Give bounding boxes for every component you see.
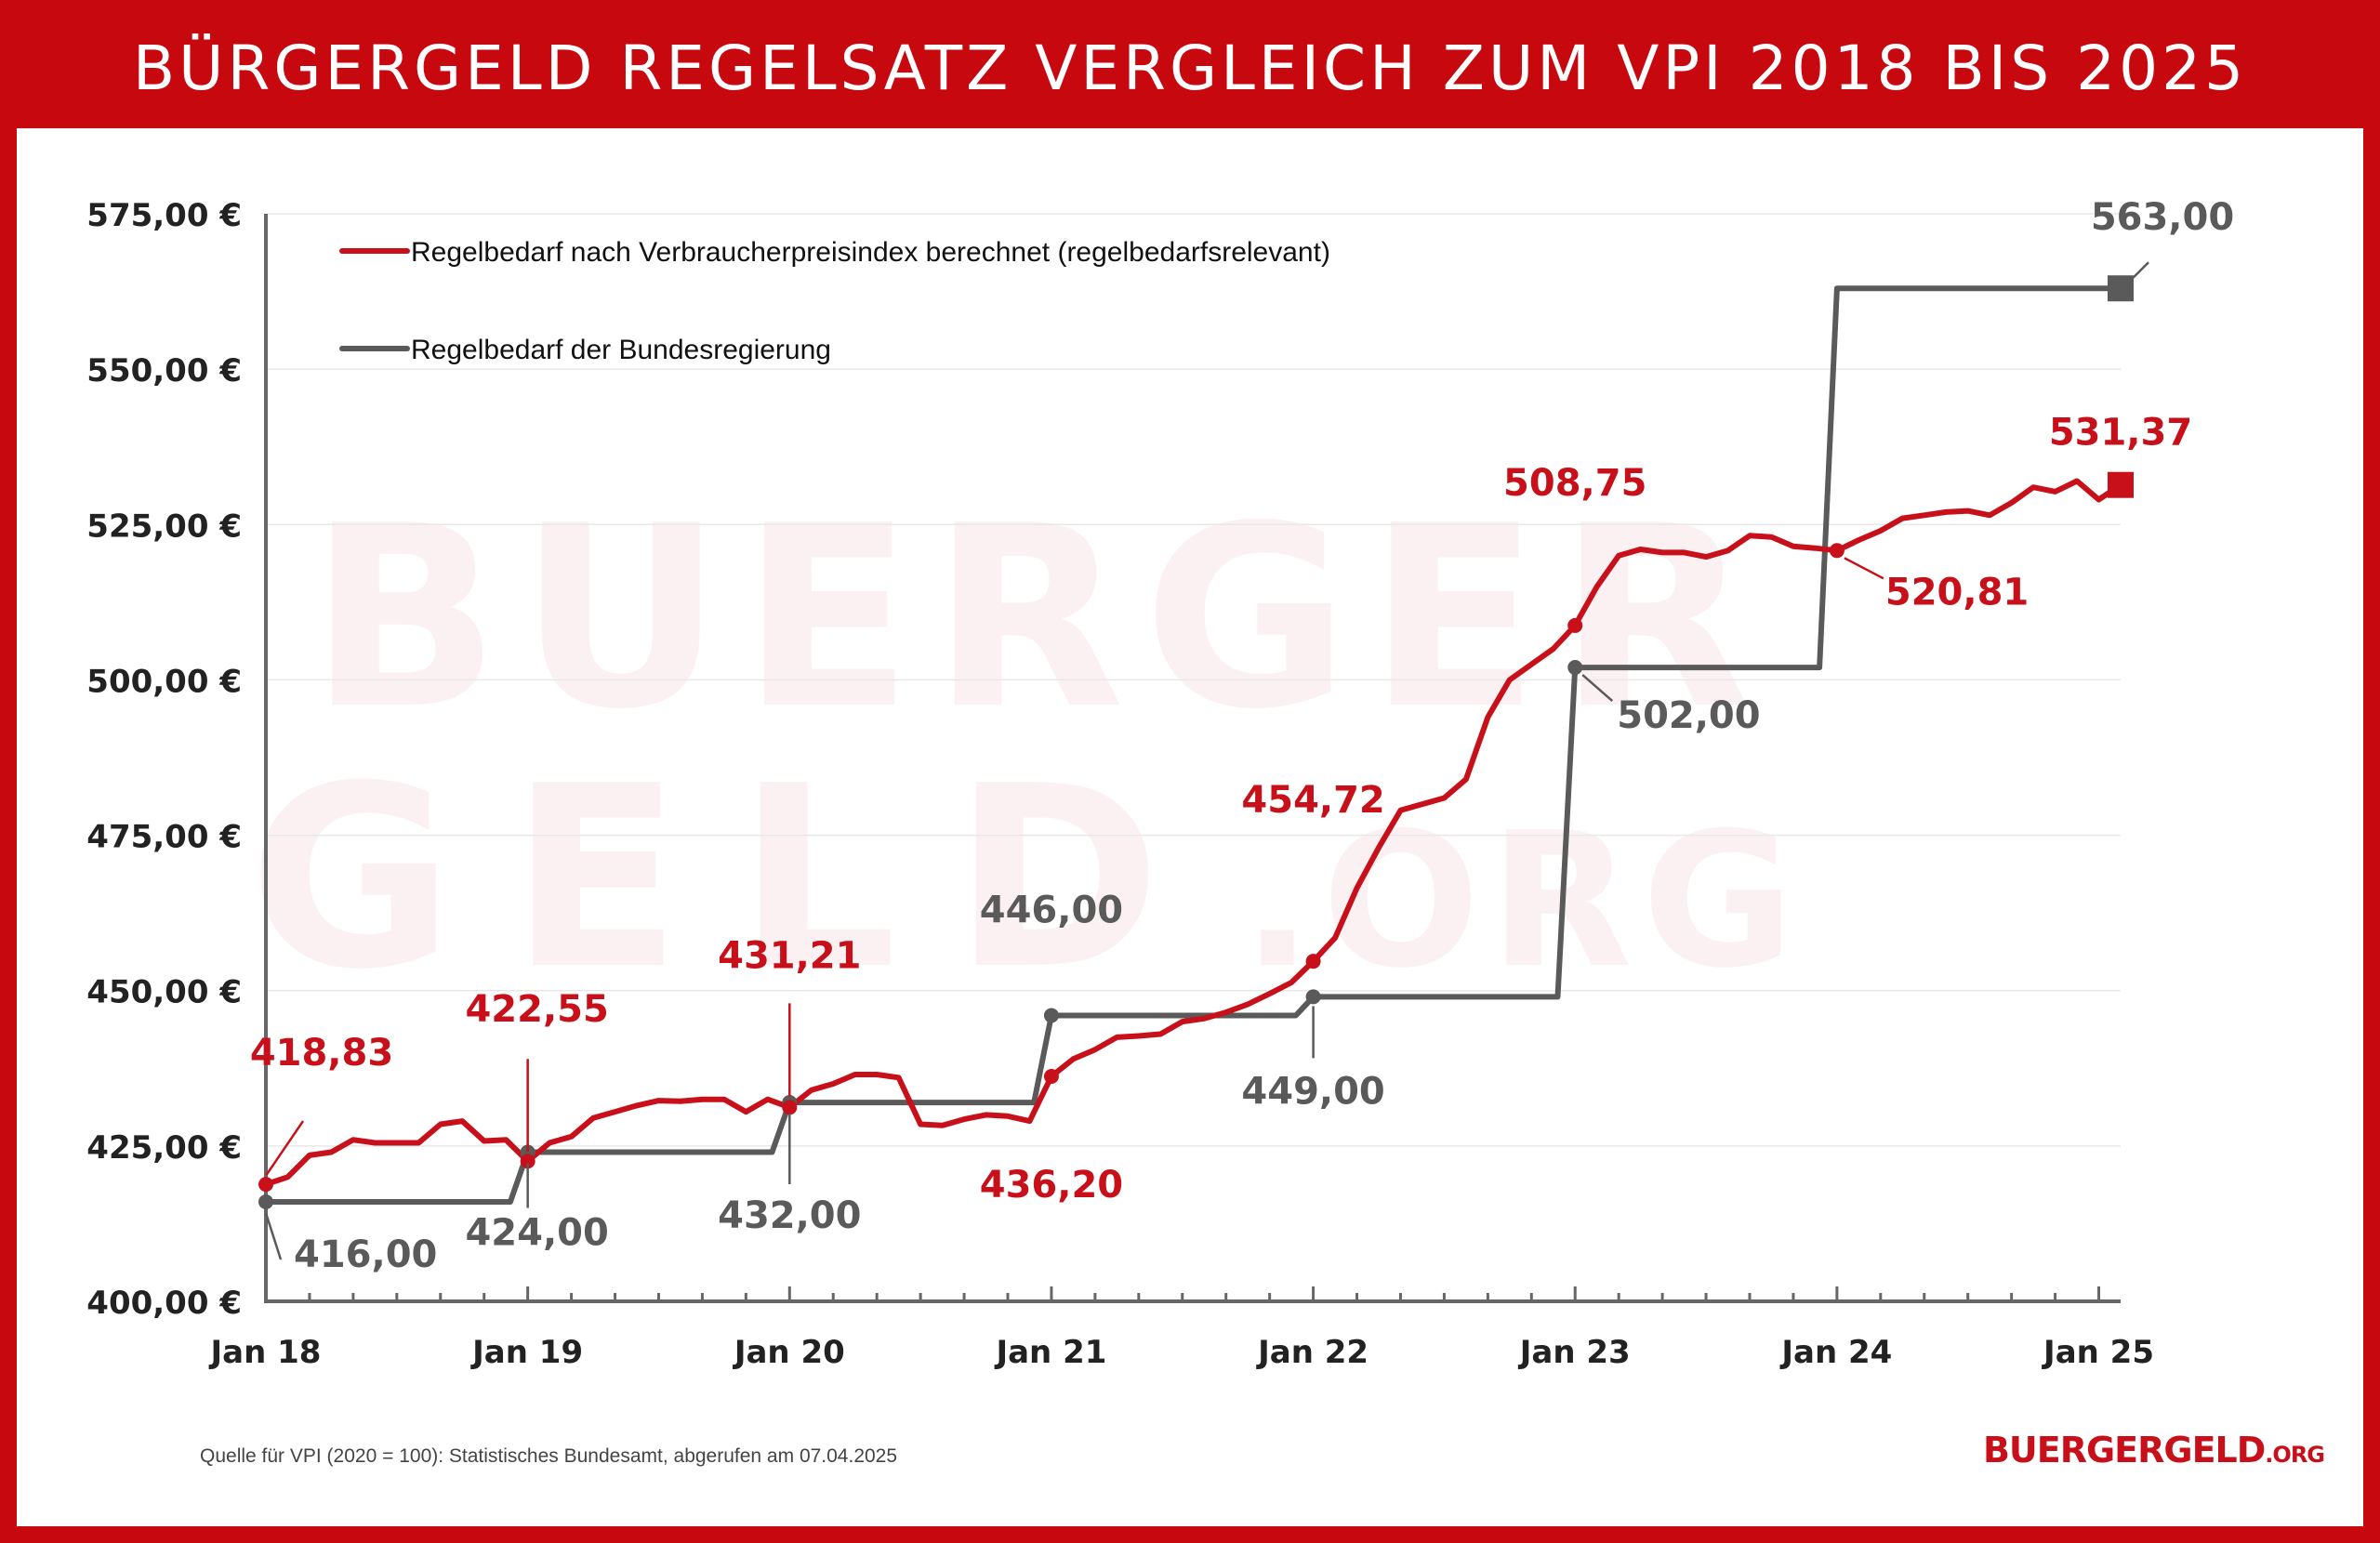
y-tick-label: 525,00 €: [86, 508, 242, 545]
y-tick-label: 400,00 €: [86, 1285, 242, 1322]
x-tick-label: Jan 21: [994, 1334, 1106, 1371]
y-tick-label: 450,00 €: [86, 974, 242, 1011]
vpi-data-label: 531,37: [2049, 412, 2192, 455]
regierung-data-label: 449,00: [1241, 1070, 1384, 1113]
vpi-point-marker: [520, 1154, 536, 1169]
vpi-point-marker: [258, 1177, 273, 1193]
y-tick-label: 425,00 €: [86, 1129, 242, 1167]
x-tick-label: Jan 24: [1779, 1334, 1892, 1371]
axes: 400,00 € 425,00 € 450,00 € 475,00 € 500,00 €…: [86, 197, 2154, 1371]
x-tick-label: Jan 20: [733, 1334, 845, 1371]
vpi-data-label: 454,72: [1241, 779, 1384, 822]
watermark-line3: .ORG: [1242, 793, 1804, 1009]
regierung-point-marker: [1567, 660, 1583, 676]
x-tick-label: Jan 19: [470, 1334, 583, 1371]
vpi-data-label: 508,75: [1503, 462, 1646, 505]
regierung-point-marker: [1305, 989, 1321, 1005]
y-tick-label: 500,00 €: [86, 663, 242, 700]
regierung-end-marker: [2108, 275, 2134, 302]
regierung-leader-line: [264, 1212, 283, 1260]
line-chart: BUERGER GELD .ORG 400,00 € 425,00 € 450,00…: [86, 196, 2234, 1371]
vpi-point-marker: [782, 1100, 798, 1115]
regierung-leader-line: [2129, 261, 2149, 283]
vpi-data-label: 422,55: [465, 988, 608, 1031]
watermark-line2: GELD: [248, 732, 1217, 1024]
watermark-line1: BUERGER: [309, 471, 1769, 764]
regierung-point-marker: [258, 1194, 273, 1210]
brand-tld: .ORG: [2265, 1442, 2325, 1468]
y-tick-label: 475,00 €: [86, 819, 242, 856]
x-tick-label: Jan 23: [1518, 1334, 1631, 1371]
y-tick-label: 575,00 €: [86, 197, 242, 234]
x-tick-label: Jan 18: [209, 1334, 322, 1371]
vpi-end-marker: [2108, 471, 2134, 498]
regierung-data-label: 416,00: [294, 1233, 437, 1276]
page-title: BÜRGERGELD REGELSATZ VERGLEICH ZUM VPI 2…: [132, 32, 2248, 104]
series-line-vpi: [263, 478, 2123, 1188]
brand-name: BUERGERGELD: [1982, 1430, 2266, 1470]
vpi-leader-line: [1844, 557, 1884, 580]
regierung-point-marker: [1043, 1008, 1059, 1023]
legend: Regelbedarf nach Verbraucherpreisindex b…: [339, 237, 1330, 365]
regierung-data-label: 502,00: [1617, 694, 1760, 737]
brand-logo[interactable]: BUERGERGELD.ORG: [1982, 1430, 2325, 1470]
vpi-data-label: 520,81: [1885, 571, 2029, 613]
source-note: Quelle für VPI (2020 = 100): Statistisch…: [200, 1445, 898, 1467]
regierung-data-label: 446,00: [980, 889, 1123, 931]
watermark: BUERGER GELD .ORG: [248, 471, 1804, 1024]
grid: [266, 213, 2121, 1147]
regierung-data-label: 424,00: [465, 1212, 608, 1255]
data-labels: 418,83 422,55 431,21 436,20 454,72 508,75 520,…: [250, 196, 2234, 1276]
vpi-data-label: 418,83: [250, 1032, 393, 1075]
vpi-point-marker: [1829, 543, 1844, 559]
vpi-point-marker: [1305, 954, 1321, 969]
vpi-leader-line: [265, 1120, 305, 1176]
series-line-regierung: [266, 285, 2121, 1205]
regierung-leader-line: [1581, 674, 1614, 702]
y-tick-label: 550,00 €: [86, 352, 242, 389]
chart-panel: BUERGER GELD .ORG 400,00 € 425,00 € 450,00…: [17, 128, 2363, 1526]
regierung-data-label: 432,00: [718, 1194, 861, 1237]
legend-label-vpi: Regelbedarf nach Verbraucherpreisindex b…: [411, 237, 1330, 268]
legend-label-regierung: Regelbedarf der Bundesregierung: [411, 335, 831, 365]
regierung-data-label: 563,00: [2091, 196, 2234, 239]
x-tick-label: Jan 22: [1256, 1334, 1368, 1371]
vpi-data-label: 436,20: [980, 1164, 1123, 1207]
vpi-point-marker: [1567, 617, 1583, 633]
series-group: [258, 275, 2134, 1210]
x-tick-label: Jan 25: [2042, 1334, 2154, 1371]
vpi-point-marker: [1043, 1068, 1059, 1084]
vpi-data-label: 431,21: [718, 934, 861, 977]
